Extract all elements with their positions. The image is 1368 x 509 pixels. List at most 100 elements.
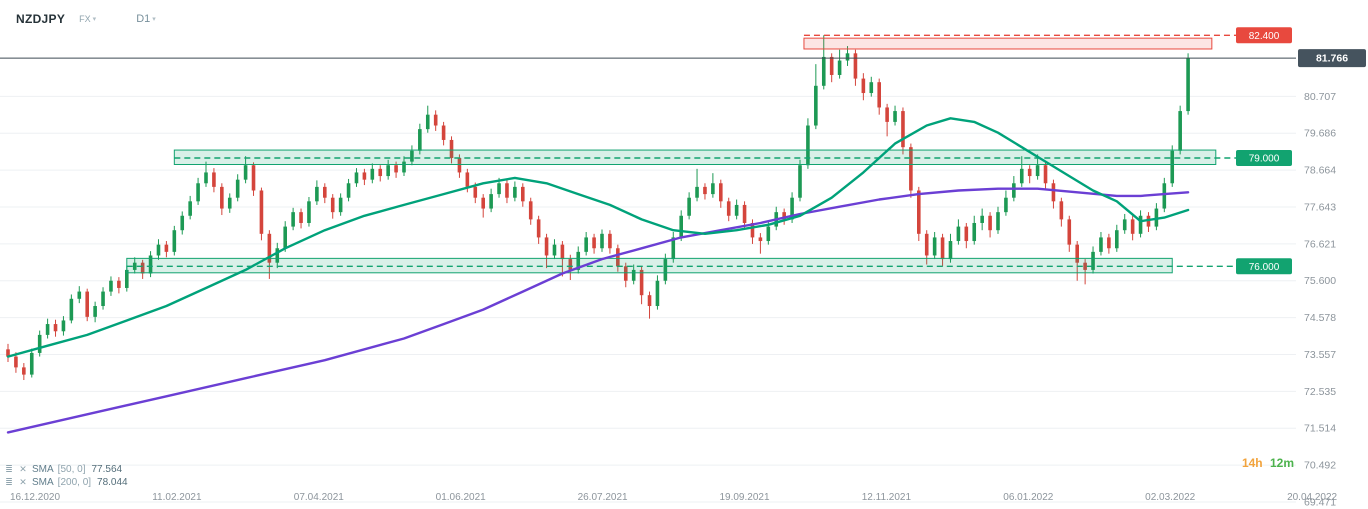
candle-body <box>616 248 620 267</box>
candle-body <box>1067 219 1072 245</box>
svg-text:77.643: 77.643 <box>1304 201 1336 213</box>
indicator-settings-icon[interactable]: ≣ <box>5 477 13 487</box>
candle-body <box>441 125 446 140</box>
candle-body <box>980 215 984 223</box>
candle-body <box>1051 183 1056 202</box>
svg-text:81.766: 81.766 <box>1316 53 1348 65</box>
indicator-legend: ≣ ✕ SMA [50, 0] 77.564 ≣ ✕ SMA [200, 0] … <box>4 463 128 489</box>
candle-body <box>687 197 691 216</box>
svg-text:76.621: 76.621 <box>1304 238 1336 250</box>
svg-text:79.686: 79.686 <box>1304 128 1336 140</box>
candle-body <box>338 197 343 213</box>
svg-text:01.06.2021: 01.06.2021 <box>436 492 486 503</box>
remove-indicator-icon[interactable]: ✕ <box>19 464 27 474</box>
level-zone-82.400[interactable] <box>803 37 1213 50</box>
candle-body <box>734 204 739 216</box>
candle-body <box>346 183 351 198</box>
timeframe-selector[interactable]: D1 ▾ <box>136 13 156 25</box>
candle-body <box>821 56 826 86</box>
candle-body <box>1186 58 1190 112</box>
level-zone-76.000[interactable] <box>126 257 1173 274</box>
candle-body <box>845 53 850 61</box>
price-zones <box>126 34 1236 274</box>
candle-body <box>473 186 478 198</box>
candle-body <box>837 60 842 75</box>
market-selector[interactable]: FX ▾ <box>79 14 96 24</box>
chart-header: NZDJPY FX ▾ D1 ▾ <box>16 12 156 26</box>
candle-body <box>402 161 406 173</box>
price-level-badge-79.000[interactable]: 79.000 <box>1236 150 1292 167</box>
candle-body <box>917 190 921 234</box>
candle-body <box>489 194 493 209</box>
candle-body <box>1004 197 1008 213</box>
candle-body <box>924 233 929 256</box>
svg-text:76.000: 76.000 <box>1249 262 1280 273</box>
candle-body <box>465 172 470 187</box>
chevron-down-icon: ▾ <box>152 16 156 23</box>
svg-text:69.471: 69.471 <box>1304 497 1336 509</box>
candle-body <box>885 107 889 122</box>
candle-body <box>1115 230 1119 249</box>
candle-body <box>220 186 224 209</box>
indicator-value: 77.564 <box>91 464 123 475</box>
candle-body <box>243 165 248 180</box>
symbol-name[interactable]: NZDJPY <box>16 12 66 26</box>
candle-body <box>584 237 588 252</box>
candle-body <box>592 237 596 249</box>
candle-body <box>663 259 668 281</box>
candle-body <box>766 226 771 242</box>
candle-body <box>647 295 652 307</box>
candle-body <box>85 291 89 317</box>
indicator-row-sma50: ≣ ✕ SMA [50, 0] 77.564 <box>4 463 128 476</box>
candle-body <box>1107 237 1111 249</box>
candle-body <box>212 172 216 187</box>
indicator-params: [50, 0] <box>57 464 86 475</box>
candle-body <box>204 172 208 184</box>
candle-body <box>1059 201 1064 220</box>
svg-text:80.707: 80.707 <box>1304 91 1336 103</box>
candle-body <box>1035 165 1040 177</box>
timeframe-label: D1 <box>136 13 151 25</box>
candle-body <box>964 226 969 242</box>
candle-body <box>410 150 414 162</box>
candle-body <box>909 147 913 191</box>
svg-text:70.492: 70.492 <box>1304 460 1336 472</box>
svg-text:19.09.2021: 19.09.2021 <box>719 492 769 503</box>
candle-body <box>505 183 509 198</box>
candle-body <box>1083 262 1087 270</box>
svg-text:16.12.2020: 16.12.2020 <box>10 492 60 503</box>
remove-indicator-icon[interactable]: ✕ <box>19 477 27 487</box>
candle-body <box>140 262 145 274</box>
level-zone-79.000[interactable] <box>173 149 1217 166</box>
candle-body <box>291 212 295 227</box>
candle-body <box>22 367 26 375</box>
bar-close-countdown: 14h 12m <box>1242 456 1294 470</box>
indicator-settings-icon[interactable]: ≣ <box>5 464 13 474</box>
candle-body <box>988 215 992 231</box>
candle-body <box>77 291 82 299</box>
svg-text:20.04.2022: 20.04.2022 <box>1287 492 1337 503</box>
candle-body <box>679 215 683 238</box>
candle-body <box>576 251 581 270</box>
price-level-badge-82.400[interactable]: 82.400 <box>1236 27 1292 44</box>
candle-body <box>125 269 129 288</box>
price-level-badges: 82.400 79.000 76.000 81.766 <box>1236 27 1366 275</box>
candle-body <box>742 204 747 223</box>
svg-text:06.01.2022: 06.01.2022 <box>1003 492 1053 503</box>
candle-body <box>528 201 533 220</box>
svg-text:79.000: 79.000 <box>1249 154 1280 165</box>
candle-body <box>829 56 834 75</box>
price-level-badge-76.000[interactable]: 76.000 <box>1236 258 1292 275</box>
candle-body <box>1130 219 1135 234</box>
candle-body <box>521 186 525 202</box>
svg-text:26.07.2021: 26.07.2021 <box>578 492 628 503</box>
candle-body <box>1178 111 1182 151</box>
candle-body <box>568 259 573 270</box>
candle-body <box>782 212 786 220</box>
candle-body <box>156 244 161 256</box>
candle-body <box>869 82 874 94</box>
gridlines <box>0 95 1296 503</box>
candle-body <box>29 352 34 375</box>
